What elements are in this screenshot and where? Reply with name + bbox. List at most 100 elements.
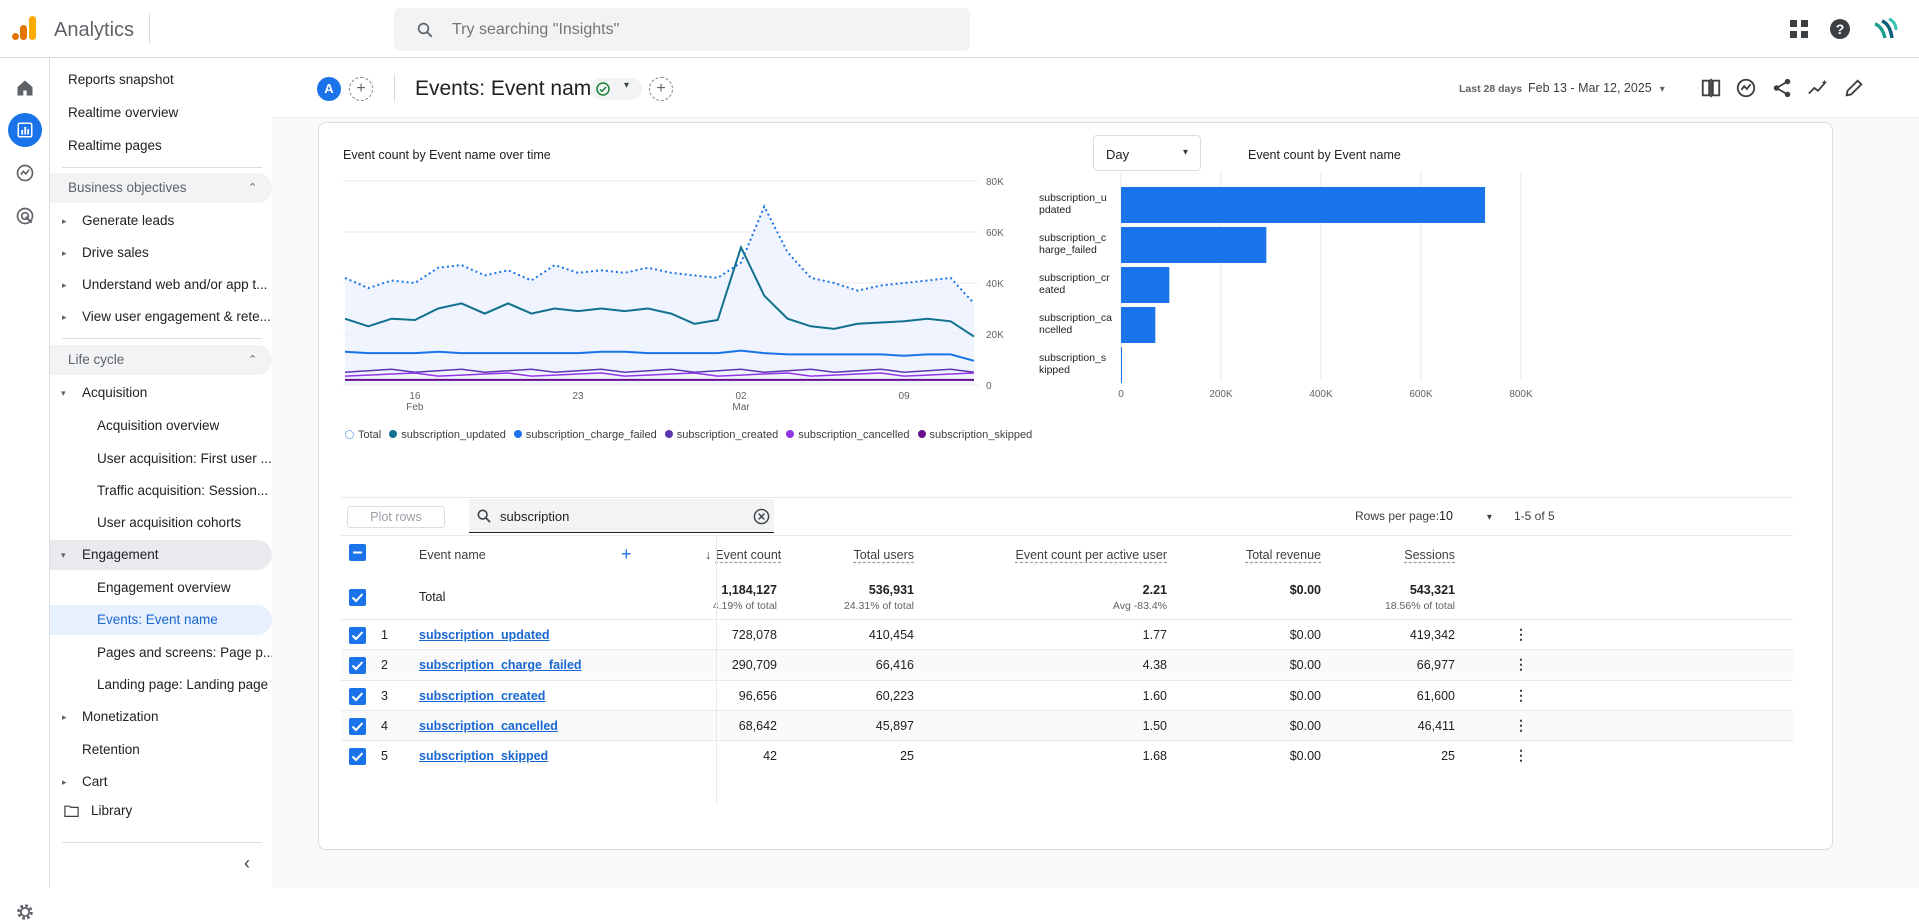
row-menu-kebab-icon[interactable]: ⋮ <box>1514 656 1528 673</box>
date-range-picker[interactable]: Last 28 days Feb 13 - Mar 12, 2025 ▾ <box>1459 81 1665 95</box>
nav-user-acquisition[interactable]: User acquisition: First user ... <box>97 451 272 466</box>
divider <box>62 842 262 843</box>
legend-item[interactable]: subscription_charge_failed <box>513 429 657 441</box>
comparison-avatar[interactable]: A <box>317 77 341 101</box>
nav-cart[interactable]: ▸ Cart <box>50 767 272 797</box>
row-menu-kebab-icon[interactable]: ⋮ <box>1514 686 1528 703</box>
event-name-link[interactable]: subscription_cancelled <box>419 718 558 733</box>
bar-subscription-updated[interactable] <box>1121 187 1486 223</box>
row-menu-kebab-icon[interactable]: ⋮ <box>1514 747 1528 764</box>
nav-engagement[interactable]: ▾ Engagement <box>50 540 272 570</box>
home-button[interactable] <box>8 71 42 105</box>
edit-pencil-icon[interactable] <box>1843 77 1865 99</box>
event-name-link[interactable]: subscription_created <box>419 688 546 703</box>
table-row[interactable]: 1 subscription_updated 728,078 410,454 1.77 $… <box>341 619 1793 649</box>
row-menu-kebab-icon[interactable]: ⋮ <box>1514 626 1528 642</box>
nav-acquisition[interactable]: ▾ Acquisition <box>50 378 272 408</box>
legend-item[interactable]: Total <box>345 429 381 441</box>
plot-rows-button[interactable]: Plot rows <box>347 506 445 528</box>
nav-reports-snapshot[interactable]: Reports snapshot <box>68 72 174 87</box>
nav-monetization[interactable]: ▸ Monetization <box>50 702 272 732</box>
row-checkbox[interactable] <box>349 627 366 644</box>
row-checkbox[interactable] <box>349 717 366 735</box>
legend-item[interactable]: subscription_skipped <box>917 429 1032 441</box>
search-input[interactable] <box>452 8 932 51</box>
table-search[interactable]: subscription <box>469 499 774 533</box>
compare-icon[interactable] <box>1700 77 1722 99</box>
advertising-button[interactable] <box>8 199 42 233</box>
row-checkbox[interactable] <box>349 748 366 766</box>
table-row[interactable]: 4 subscription_cancelled 68,642 45,897 1.50 $… <box>341 709 1793 740</box>
insights-icon[interactable] <box>1735 77 1757 99</box>
nav-drive-sales[interactable]: ▸ Drive sales <box>50 238 272 268</box>
nav-realtime-pages[interactable]: Realtime pages <box>68 138 162 153</box>
share-icon[interactable] <box>1771 77 1793 99</box>
select-all-checkbox[interactable] <box>349 544 366 561</box>
collapse-nav-chevron-icon[interactable]: ‹ <box>244 853 250 873</box>
header-total-revenue[interactable]: Total revenue <box>1245 548 1321 562</box>
bar-subscription-skipped[interactable] <box>1121 347 1122 383</box>
add-dimension-plus-icon[interactable]: + <box>621 544 632 564</box>
table-row[interactable]: 2 subscription_charge_failed 290,709 66,416… <box>341 649 1793 680</box>
nav-engagement-overview[interactable]: Engagement overview <box>97 580 231 595</box>
header-event-count[interactable]: ↓ Event count <box>705 548 781 562</box>
event-name-link[interactable]: subscription_updated <box>419 628 550 642</box>
search-box[interactable] <box>394 8 970 51</box>
nav-landing-page[interactable]: Landing page: Landing page <box>97 677 269 692</box>
report-status-dropdown[interactable]: ▾ <box>590 78 642 100</box>
nav-library[interactable]: Library <box>50 796 272 826</box>
bar-subscription-created[interactable] <box>1121 267 1170 303</box>
column-divider <box>716 535 717 805</box>
nav-understand-traffic[interactable]: ▸ Understand web and/or app t... <box>50 270 272 300</box>
app-title[interactable]: Analytics <box>54 19 135 41</box>
category-label: subscription_ca <box>1039 312 1112 324</box>
folder-icon <box>64 805 79 817</box>
nav-realtime-overview[interactable]: Realtime overview <box>68 105 179 120</box>
nav-events-event-name[interactable]: Events: Event name <box>50 605 272 635</box>
header-event-name[interactable]: Event name <box>419 548 486 562</box>
legend-item[interactable]: subscription_cancelled <box>786 429 910 441</box>
bar-subscription-cancelled[interactable] <box>1121 307 1156 343</box>
clear-search-icon[interactable] <box>753 508 770 525</box>
row-menu-kebab-icon[interactable]: ⋮ <box>1514 716 1528 733</box>
nav-user-acquisition-cohorts[interactable]: User acquisition cohorts <box>97 515 242 530</box>
bar-subscription-charge-failed[interactable] <box>1121 227 1267 263</box>
granularity-select[interactable]: Day ▾ <box>1093 135 1201 171</box>
nav-retention[interactable]: Retention <box>82 742 140 757</box>
legend-item[interactable]: subscription_updated <box>389 429 506 441</box>
table-row[interactable]: 3 subscription_created 96,656 60,223 1.60 $0.… <box>341 679 1793 710</box>
trend-sparkle-icon[interactable] <box>1807 77 1829 99</box>
table-row[interactable]: 5 subscription_skipped 42 25 1.68 $0.00 25 ⋮ <box>341 740 1793 771</box>
add-filter-button[interactable]: + <box>649 77 673 101</box>
nav-acquisition-overview[interactable]: Acquisition overview <box>97 418 220 433</box>
nav-group-life-cycle[interactable]: Life cycle ⌃ <box>50 345 272 375</box>
account-avatar-icon[interactable] <box>1872 16 1898 42</box>
rows-per-page-select[interactable]: 10 ▾ <box>1439 509 1492 523</box>
analytics-logo[interactable] <box>11 14 39 42</box>
total-event-count: 1,184,127 <box>721 583 777 597</box>
row-checkbox[interactable] <box>349 687 366 705</box>
add-comparison-button[interactable]: + <box>349 77 373 101</box>
nav-view-user-engagement[interactable]: ▸ View user engagement & rete... <box>50 302 272 332</box>
nav-group-business-objectives[interactable]: Business objectives ⌃ <box>50 173 272 203</box>
category-label: kipped <box>1039 364 1070 376</box>
totals-checkbox[interactable] <box>349 589 366 606</box>
nav-traffic-acquisition[interactable]: Traffic acquisition: Session... <box>97 483 269 498</box>
settings-gear-icon[interactable] <box>14 901 36 923</box>
legend-item[interactable]: subscription_created <box>664 429 778 441</box>
event-name-link[interactable]: subscription_charge_failed <box>419 658 582 673</box>
explore-button[interactable] <box>8 156 42 190</box>
nav-pages-and-screens[interactable]: Pages and screens: Page p... <box>97 645 272 660</box>
event-name-link[interactable]: subscription_skipped <box>419 749 549 764</box>
header-sessions[interactable]: Sessions <box>1404 548 1455 562</box>
nav-generate-leads[interactable]: ▸ Generate leads <box>50 206 272 236</box>
category-label: ncelled <box>1039 324 1072 336</box>
checkmark-icon <box>351 722 364 732</box>
header-event-count-per-active-user[interactable]: Event count per active user <box>1015 548 1167 562</box>
row-checkbox[interactable] <box>349 657 366 675</box>
help-icon[interactable]: ? <box>1828 17 1852 41</box>
reports-button[interactable] <box>8 113 42 147</box>
apps-grid-icon[interactable] <box>1787 17 1811 41</box>
header-total-users[interactable]: Total users <box>853 548 914 562</box>
table-search-input[interactable]: subscription <box>500 509 570 524</box>
